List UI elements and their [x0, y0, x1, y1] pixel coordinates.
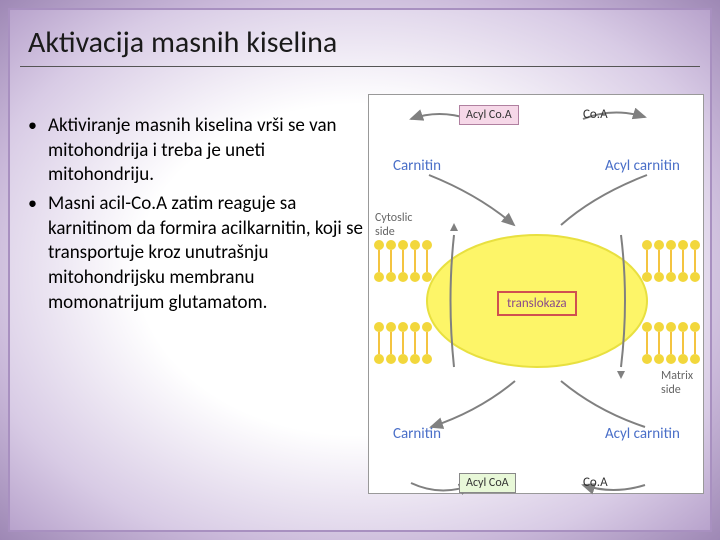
bullet-text: Masni acil-Co.A zatim reaguje sa karniti… [48, 192, 368, 315]
content-area: • Aktiviranje masnih kiselina vrši se va… [28, 90, 700, 520]
slide-frame: Aktivacija masnih kiselina • Aktiviranje… [8, 8, 712, 532]
acyl-carnitine-bottom-label: Acyl carnitin [605, 425, 680, 443]
coa-top-label: Co.A [583, 107, 608, 122]
coa-bottom-label: Co.A [583, 475, 608, 490]
bullet-marker: • [28, 114, 48, 188]
title-underline [20, 66, 700, 67]
diagram-container: Acyl Co.A Co.A Carnitin Acyl carnitin Cy… [368, 94, 704, 494]
matrix-label-2: side [661, 383, 681, 397]
acyl-coa-bottom-box: Acyl CoA [459, 473, 516, 493]
bullet-item: • Masni acil-Co.A zatim reaguje sa karni… [28, 192, 368, 315]
bullet-text: Aktiviranje masnih kiselina vrši se van … [48, 114, 368, 188]
carnitine-top-label: Carnitin [393, 157, 441, 175]
acyl-coa-top-box: Acyl Co.A [459, 105, 519, 125]
bullet-marker: • [28, 192, 48, 315]
acyl-carnitine-top-label: Acyl carnitin [605, 157, 680, 175]
translokaza-box: translokaza [497, 291, 577, 316]
slide-title: Aktivacija masnih kiselina [28, 24, 337, 61]
matrix-label-1: Matrix [661, 369, 693, 383]
cytosolic-label-2: side [375, 225, 395, 239]
bullet-item: • Aktiviranje masnih kiselina vrši se va… [28, 114, 368, 188]
carnitine-bottom-label: Carnitin [393, 425, 441, 443]
diagram-column: Acyl Co.A Co.A Carnitin Acyl carnitin Cy… [368, 90, 700, 520]
cytosolic-label-1: Cytoslic [375, 211, 412, 225]
text-column: • Aktiviranje masnih kiselina vrši se va… [28, 90, 368, 520]
